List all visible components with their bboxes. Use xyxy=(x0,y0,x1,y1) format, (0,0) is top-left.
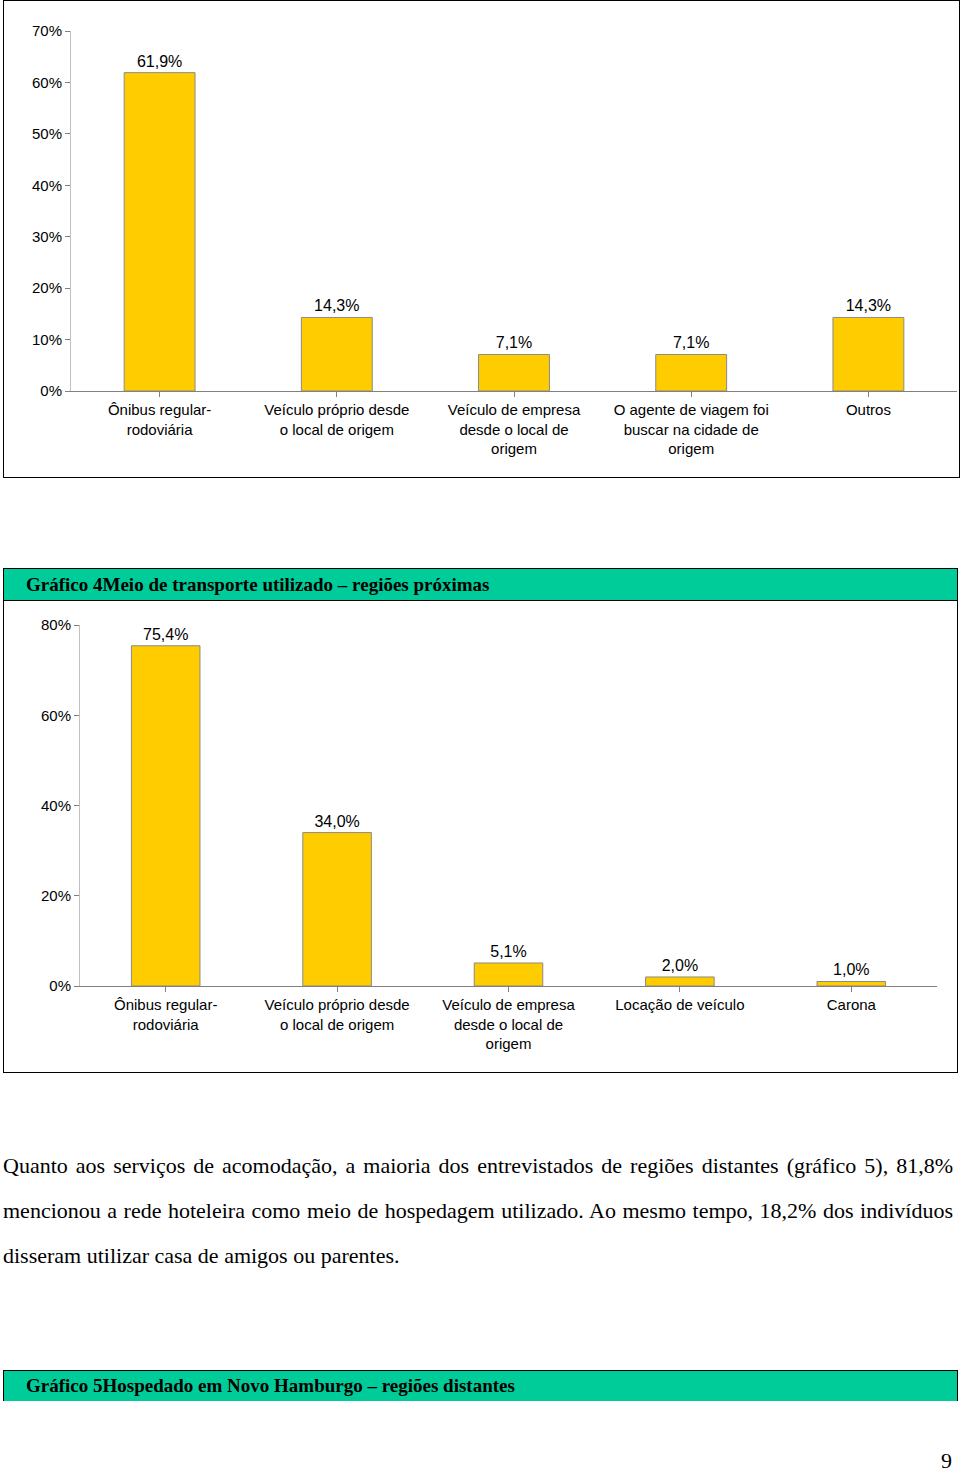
svg-text:7,1%: 7,1% xyxy=(673,334,709,351)
svg-text:20%: 20% xyxy=(32,279,62,296)
html-text:Quanto aos serviços de acomoda: Quanto aos serviços de acomodação, a mai… xyxy=(3,1153,953,1268)
svg-text:14,3%: 14,3% xyxy=(846,297,891,314)
svg-text:40%: 40% xyxy=(32,177,62,194)
svg-text:61,9%: 61,9% xyxy=(137,53,182,70)
html-text:Gráfico 5Hospedado em Novo Ham: Gráfico 5Hospedado em Novo Hamburgo – re… xyxy=(26,1375,515,1396)
svg-text:Outros: Outros xyxy=(846,401,891,418)
svg-text:20%: 20% xyxy=(41,887,71,904)
svg-text:Ônibus regular-rodoviária: Ônibus regular-rodoviária xyxy=(114,996,217,1033)
svg-text:Locação de veículo: Locação de veículo xyxy=(615,996,744,1013)
svg-text:0%: 0% xyxy=(49,977,71,994)
svg-text:Veículo próprio desdeo local d: Veículo próprio desdeo local de origem xyxy=(265,996,410,1033)
svg-text:7,1%: 7,1% xyxy=(496,334,532,351)
svg-text:10%: 10% xyxy=(32,331,62,348)
html-text:Gráfico 4Meio de transporte ut: Gráfico 4Meio de transporte utilizado – … xyxy=(26,574,490,595)
svg-text:70%: 70% xyxy=(32,22,62,39)
svg-text:5,1%: 5,1% xyxy=(490,943,526,960)
svg-text:75,4%: 75,4% xyxy=(143,626,188,643)
svg-text:O agente de viagem foibuscar n: O agente de viagem foibuscar na cidade d… xyxy=(614,401,769,457)
svg-text:60%: 60% xyxy=(32,74,62,91)
svg-text:80%: 80% xyxy=(41,616,71,633)
svg-text:1,0%: 1,0% xyxy=(833,961,869,978)
svg-text:2,0%: 2,0% xyxy=(662,957,698,974)
html-text:9: 9 xyxy=(941,1448,952,1473)
svg-text:34,0%: 34,0% xyxy=(314,813,359,830)
svg-text:Ônibus regular-rodoviária: Ônibus regular-rodoviária xyxy=(108,401,211,438)
svg-text:Veículo próprio desdeo local d: Veículo próprio desdeo local de origem xyxy=(264,401,409,438)
svg-text:Carona: Carona xyxy=(827,996,877,1013)
svg-text:0%: 0% xyxy=(40,382,62,399)
svg-text:Veículo de empresadesde o loca: Veículo de empresadesde o local deorigem xyxy=(442,996,575,1052)
svg-text:60%: 60% xyxy=(41,707,71,724)
svg-text:14,3%: 14,3% xyxy=(314,297,359,314)
svg-text:Veículo de empresadesde o loca: Veículo de empresadesde o local deorigem xyxy=(448,401,581,457)
svg-text:30%: 30% xyxy=(32,228,62,245)
svg-text:40%: 40% xyxy=(41,797,71,814)
svg-text:50%: 50% xyxy=(32,125,62,142)
